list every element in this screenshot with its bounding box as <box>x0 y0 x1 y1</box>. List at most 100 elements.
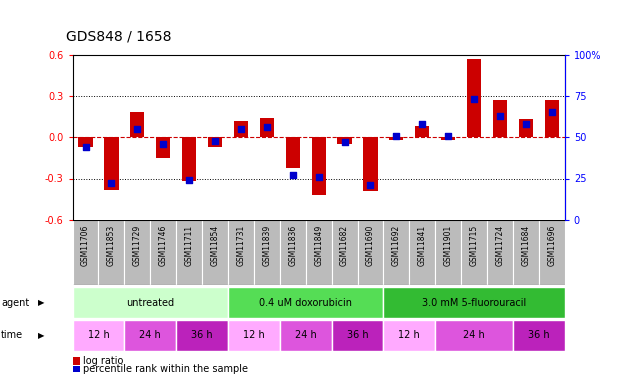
Bar <box>519 119 533 137</box>
Point <box>365 182 375 188</box>
Text: GSM11836: GSM11836 <box>288 225 297 266</box>
Bar <box>332 220 358 285</box>
Text: agent: agent <box>1 298 30 307</box>
Point <box>391 133 401 139</box>
Bar <box>73 220 98 285</box>
Text: GSM11731: GSM11731 <box>237 225 245 266</box>
Bar <box>435 220 461 285</box>
Bar <box>280 220 305 285</box>
Bar <box>254 220 280 285</box>
Point <box>495 113 505 119</box>
Bar <box>493 100 507 137</box>
Bar <box>389 137 403 140</box>
Point <box>210 138 220 144</box>
Text: 24 h: 24 h <box>295 330 317 340</box>
Bar <box>176 220 202 285</box>
Text: GSM11841: GSM11841 <box>418 225 427 266</box>
Text: log ratio: log ratio <box>83 356 124 366</box>
Bar <box>156 137 170 158</box>
Bar <box>384 320 435 351</box>
Text: ▶: ▶ <box>38 331 44 340</box>
Bar <box>228 287 384 318</box>
Text: GSM11849: GSM11849 <box>314 225 323 266</box>
Bar <box>467 59 481 137</box>
Text: GSM11715: GSM11715 <box>469 225 478 266</box>
Text: untreated: untreated <box>126 298 174 307</box>
Text: 12 h: 12 h <box>243 330 265 340</box>
Text: 36 h: 36 h <box>191 330 213 340</box>
Point <box>521 121 531 127</box>
Text: GSM11692: GSM11692 <box>392 225 401 266</box>
Bar <box>513 320 565 351</box>
Point <box>443 133 453 139</box>
Bar <box>415 126 429 137</box>
Bar <box>124 220 150 285</box>
Text: GSM11746: GSM11746 <box>159 225 168 266</box>
Bar <box>150 220 176 285</box>
Text: GSM11854: GSM11854 <box>211 225 220 266</box>
Bar <box>208 137 222 147</box>
Text: 0.4 uM doxorubicin: 0.4 uM doxorubicin <box>259 298 352 307</box>
Bar <box>384 220 410 285</box>
Bar <box>545 100 559 137</box>
Text: 24 h: 24 h <box>463 330 485 340</box>
Point <box>184 177 194 183</box>
Bar <box>312 137 326 195</box>
Point <box>314 174 324 180</box>
Bar <box>441 137 456 140</box>
Text: time: time <box>1 330 23 340</box>
Bar <box>513 220 539 285</box>
Point <box>236 126 246 132</box>
Point <box>288 172 298 178</box>
Point <box>133 126 143 132</box>
Text: GDS848 / 1658: GDS848 / 1658 <box>66 30 172 44</box>
Bar <box>228 320 280 351</box>
Text: GSM11711: GSM11711 <box>185 225 194 266</box>
Bar <box>124 320 176 351</box>
Point <box>339 139 350 145</box>
Text: GSM11690: GSM11690 <box>366 225 375 266</box>
Point <box>81 144 91 150</box>
Point <box>262 124 272 130</box>
Bar <box>260 118 274 137</box>
Text: 36 h: 36 h <box>528 330 550 340</box>
Text: GSM11684: GSM11684 <box>521 225 531 266</box>
Bar <box>410 220 435 285</box>
Point <box>158 141 168 147</box>
Text: percentile rank within the sample: percentile rank within the sample <box>83 364 248 374</box>
Text: 12 h: 12 h <box>88 330 109 340</box>
Bar <box>104 137 119 189</box>
Bar <box>228 220 254 285</box>
Bar <box>73 287 228 318</box>
Bar <box>98 220 124 285</box>
Bar <box>286 137 300 168</box>
Bar <box>332 320 384 351</box>
Point <box>546 110 557 116</box>
Bar <box>461 220 487 285</box>
Bar <box>182 137 196 181</box>
Bar <box>487 220 513 285</box>
Bar <box>130 112 144 137</box>
Text: GSM11839: GSM11839 <box>262 225 271 266</box>
Bar <box>176 320 228 351</box>
Bar <box>280 320 332 351</box>
Text: GSM11853: GSM11853 <box>107 225 116 266</box>
Text: GSM11696: GSM11696 <box>547 225 557 266</box>
Text: ▶: ▶ <box>38 298 44 307</box>
Bar <box>305 220 332 285</box>
Bar <box>78 137 93 147</box>
Text: GSM11724: GSM11724 <box>495 225 504 266</box>
Text: GSM11706: GSM11706 <box>81 225 90 266</box>
Bar <box>539 220 565 285</box>
Bar <box>384 287 565 318</box>
Bar <box>202 220 228 285</box>
Text: GSM11682: GSM11682 <box>340 225 349 266</box>
Bar <box>358 220 384 285</box>
Bar <box>73 320 124 351</box>
Bar <box>435 320 513 351</box>
Text: 24 h: 24 h <box>139 330 161 340</box>
Text: 12 h: 12 h <box>398 330 420 340</box>
Bar <box>338 137 351 144</box>
Text: 36 h: 36 h <box>346 330 369 340</box>
Point <box>469 96 479 102</box>
